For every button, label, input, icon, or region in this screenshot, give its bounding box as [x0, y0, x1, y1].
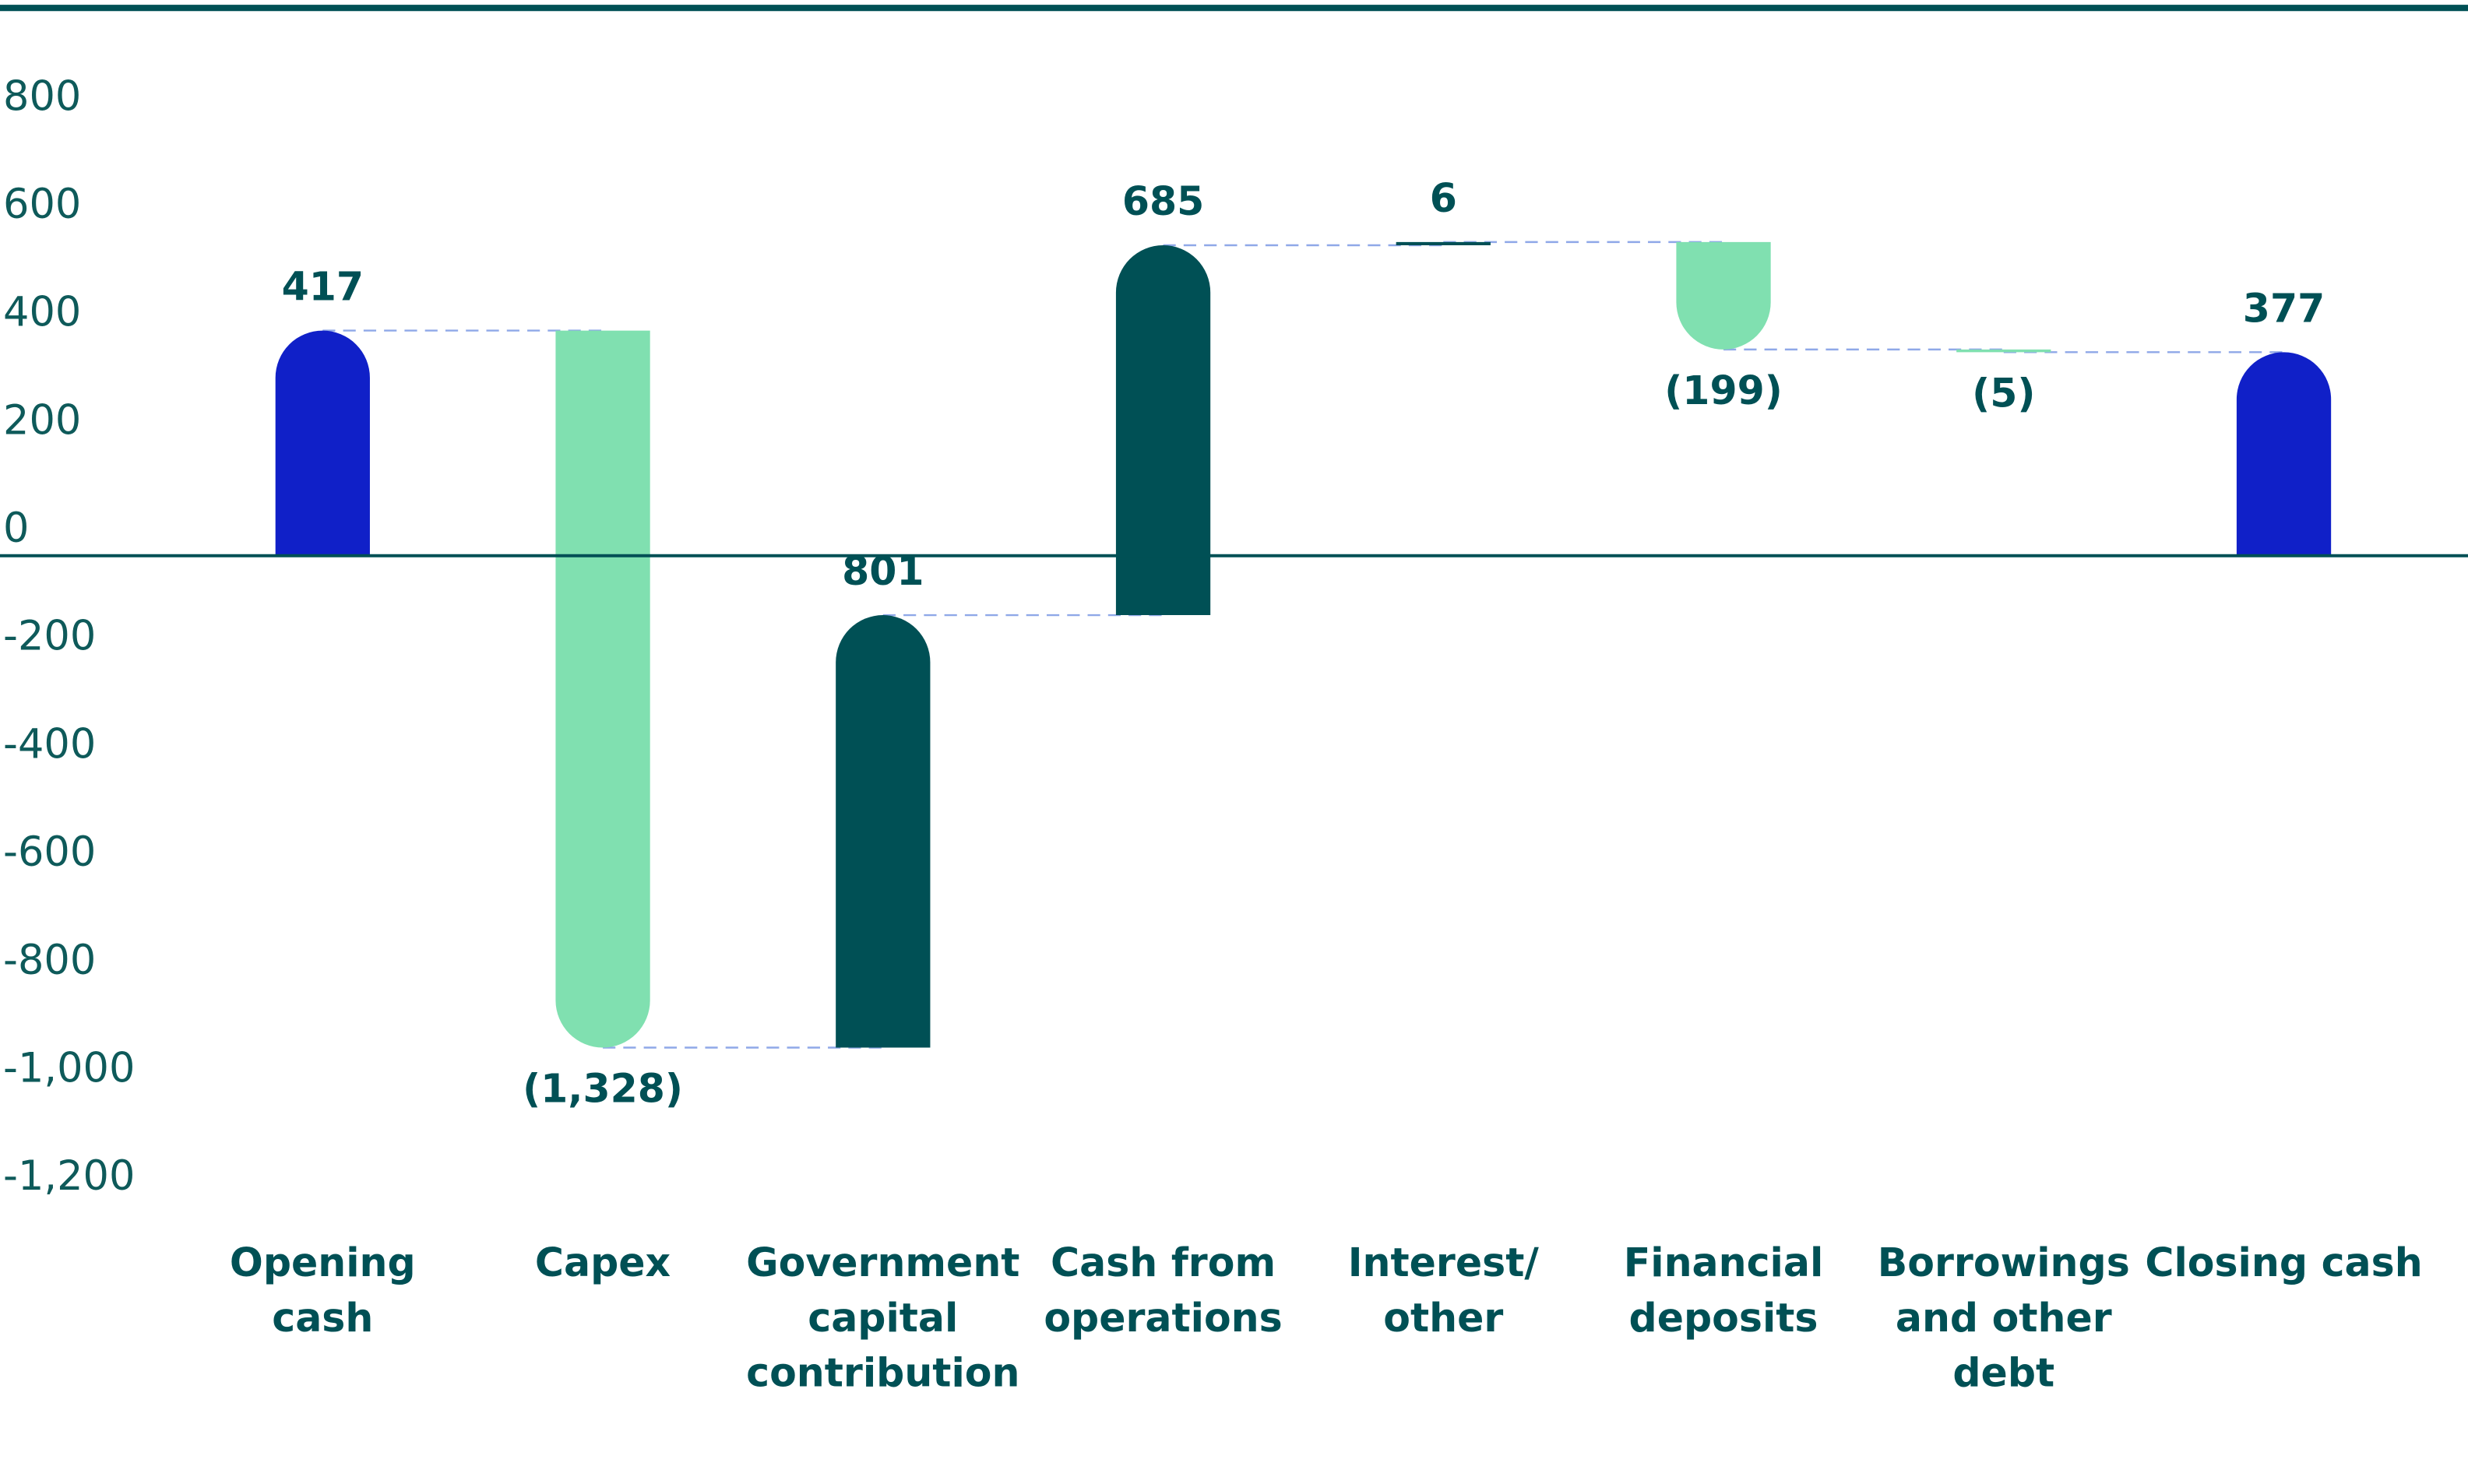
x-tick-label-box: Government capital contribution	[746, 1240, 1020, 1396]
value-label: 685	[1122, 178, 1204, 224]
bar	[836, 615, 931, 1048]
bar	[555, 330, 650, 1048]
x-tick-label-box: Borrowings and other debt	[1877, 1240, 2130, 1396]
bar	[1396, 241, 1491, 246]
bars	[275, 241, 2332, 1048]
value-label: 377	[2243, 285, 2325, 331]
x-tick-label: Borrowings and other debt	[1877, 1240, 2130, 1396]
value-label: 6	[1430, 175, 1457, 221]
x-tick-label-box: Opening cash	[229, 1240, 416, 1342]
y-tick-label: 200	[3, 396, 81, 444]
value-label: (1,328)	[523, 1066, 683, 1112]
y-tick-label: 600	[3, 181, 81, 228]
x-tick-label: Cash from operations	[1044, 1240, 1283, 1342]
bar	[2236, 352, 2332, 556]
bar	[1676, 241, 1771, 350]
x-tick-label-box: Financial deposits	[1623, 1240, 1824, 1342]
y-tick-label: -600	[3, 828, 96, 876]
y-tick-label: 0	[3, 505, 29, 552]
x-tick-label: Opening cash	[229, 1240, 416, 1342]
x-tick-label-box: Interest/ other	[1347, 1240, 1539, 1342]
value-label: (199)	[1664, 367, 1783, 413]
y-tick-label: -200	[3, 613, 96, 660]
x-tick-label-box: Cash from operations	[1044, 1240, 1283, 1342]
bar	[275, 330, 370, 556]
y-tick-label: 800	[3, 72, 81, 120]
x-tick-label: Capex	[534, 1240, 671, 1286]
y-tick-label: -1,000	[3, 1044, 135, 1092]
y-tick-label: -1,200	[3, 1152, 135, 1200]
bar	[1956, 349, 2051, 353]
x-tick-label-box: Capex	[534, 1240, 671, 1286]
x-tick-label: Financial deposits	[1623, 1240, 1824, 1342]
value-label: 417	[282, 264, 364, 310]
y-tick-label: -800	[3, 937, 96, 984]
value-label: 801	[842, 548, 924, 594]
x-tick-label: Interest/ other	[1347, 1240, 1539, 1342]
x-tick-label-box: Closing cash	[2145, 1240, 2423, 1286]
bar	[1115, 245, 1211, 616]
y-tick-label: 400	[3, 289, 81, 336]
value-label: (5)	[1972, 370, 2035, 416]
y-tick-label: -400	[3, 720, 96, 768]
x-tick-label: Government capital contribution	[746, 1240, 1020, 1396]
x-tick-label: Closing cash	[2145, 1240, 2423, 1286]
